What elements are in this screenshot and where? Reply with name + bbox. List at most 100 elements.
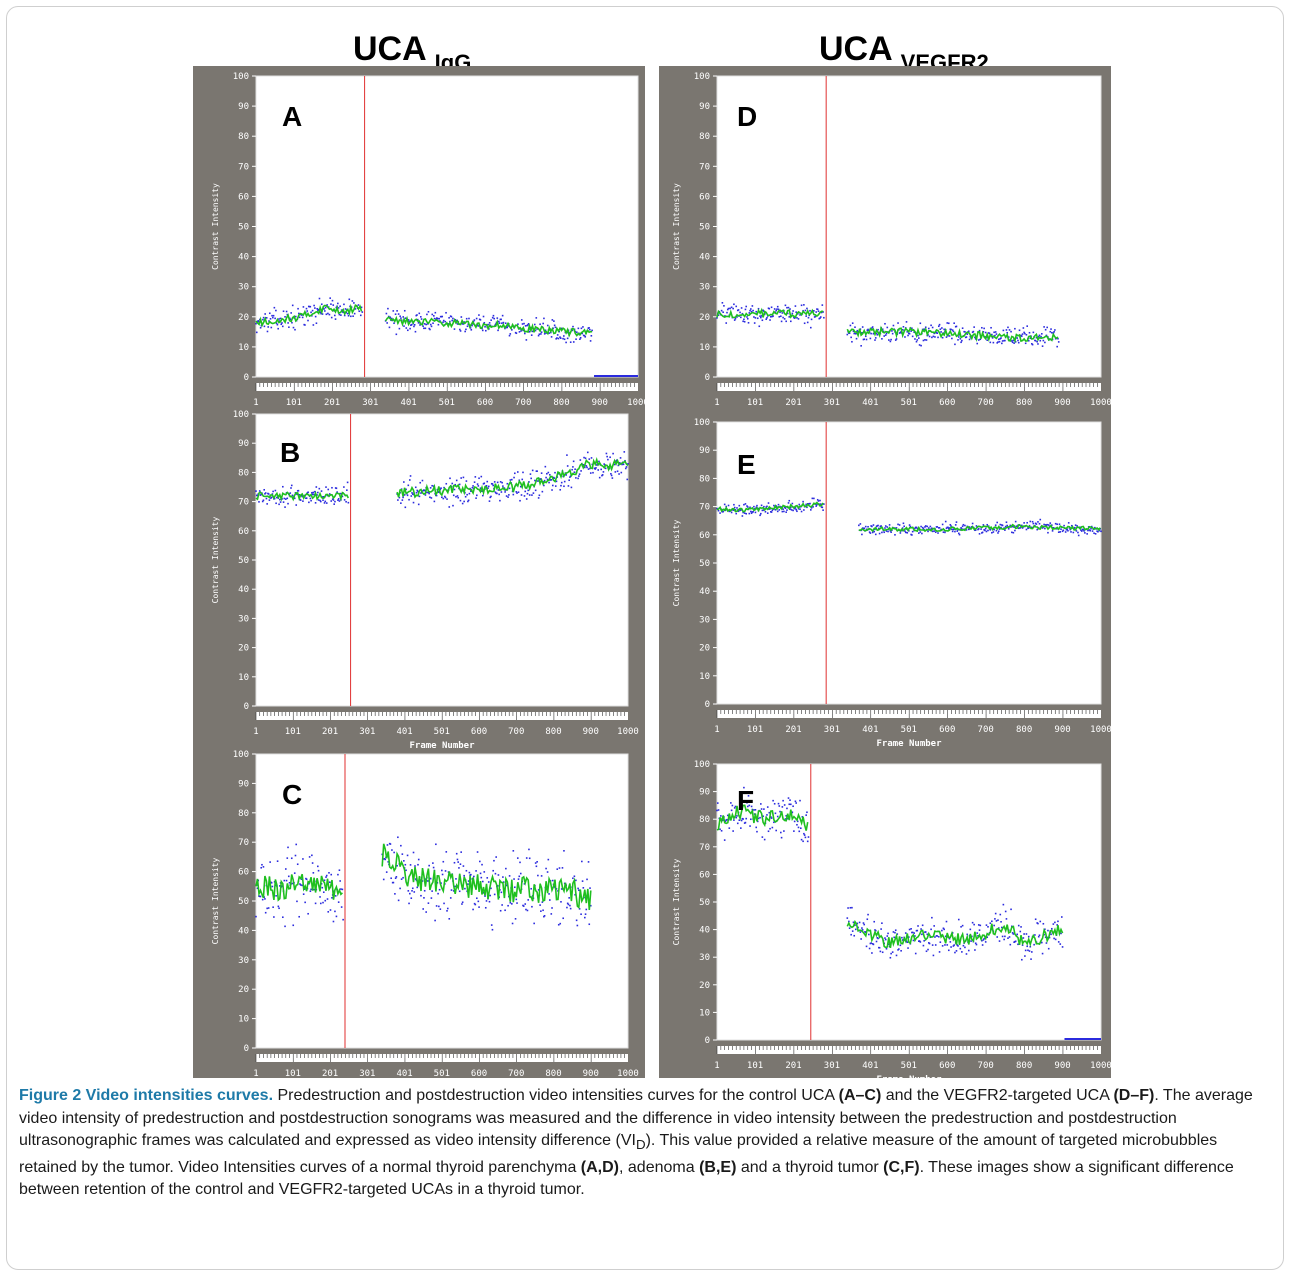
data-point <box>291 321 293 324</box>
data-point <box>554 326 557 329</box>
data-point <box>304 901 306 904</box>
panel-letter: F <box>737 785 754 816</box>
data-point <box>1023 331 1025 334</box>
data-point <box>998 340 1001 343</box>
data-point <box>1014 940 1017 943</box>
data-point <box>1046 326 1048 329</box>
data-point <box>878 527 880 530</box>
data-point <box>932 954 935 957</box>
data-point <box>946 944 949 946</box>
data-point <box>901 529 903 532</box>
data-point <box>982 524 985 526</box>
data-point <box>1045 334 1048 337</box>
data-point <box>1005 521 1008 524</box>
data-point <box>1034 918 1037 921</box>
data-point <box>610 472 612 475</box>
data-point <box>567 485 570 487</box>
data-point <box>789 799 791 801</box>
data-point <box>286 497 289 500</box>
x-tick-label: 301 <box>824 398 840 408</box>
data-point <box>733 506 736 509</box>
caption-title: Figure 2 Video intensities curves. <box>19 1087 274 1104</box>
data-point <box>809 509 812 511</box>
data-point <box>793 830 795 832</box>
data-point <box>906 531 909 534</box>
data-point <box>402 316 405 318</box>
data-point <box>891 330 893 332</box>
data-point <box>1047 929 1049 932</box>
data-point <box>910 330 912 332</box>
data-point <box>1007 336 1010 338</box>
data-point <box>732 509 734 512</box>
data-point <box>528 481 530 483</box>
data-point <box>453 488 456 491</box>
data-point <box>917 925 919 927</box>
data-point <box>317 499 320 501</box>
data-point <box>433 317 436 320</box>
data-point <box>290 484 293 487</box>
data-point <box>999 523 1002 526</box>
data-point <box>884 334 887 336</box>
data-point <box>1057 337 1059 340</box>
data-point <box>524 490 527 493</box>
data-point <box>936 526 939 528</box>
data-point <box>1035 523 1038 525</box>
data-point <box>293 497 296 500</box>
data-point <box>775 309 777 312</box>
data-point <box>756 830 758 833</box>
y-tick-label: 70 <box>238 838 249 848</box>
data-point <box>579 336 582 339</box>
data-point <box>1005 329 1008 331</box>
data-point <box>481 490 483 493</box>
data-point <box>438 317 440 320</box>
data-point <box>769 319 771 321</box>
data-point <box>349 305 351 308</box>
data-point <box>789 308 791 310</box>
data-point <box>546 871 549 873</box>
data-point <box>292 924 295 927</box>
data-point <box>562 475 565 478</box>
data-point <box>492 869 495 872</box>
data-point <box>475 317 478 320</box>
data-point <box>716 802 719 804</box>
data-point <box>501 322 503 325</box>
data-point <box>404 317 407 319</box>
data-point <box>717 809 720 811</box>
data-point <box>569 907 572 910</box>
data-point <box>575 919 578 922</box>
y-tick-label: 40 <box>238 926 249 936</box>
data-point <box>851 930 854 932</box>
data-point <box>874 533 877 536</box>
data-point <box>342 918 344 921</box>
data-point <box>888 524 891 526</box>
data-point <box>723 503 726 506</box>
data-point <box>1080 530 1083 532</box>
data-point <box>537 480 539 482</box>
data-point <box>474 903 477 906</box>
data-point <box>275 502 277 505</box>
data-point <box>727 307 730 310</box>
figure-frame <box>6 6 1284 1270</box>
data-point <box>742 511 744 514</box>
data-point <box>521 323 524 325</box>
data-point <box>385 871 388 873</box>
data-point <box>420 318 423 320</box>
data-point <box>901 328 904 331</box>
data-point <box>560 888 563 890</box>
data-point <box>429 328 431 331</box>
data-point <box>441 873 444 876</box>
data-point <box>872 943 875 946</box>
data-point <box>817 310 820 313</box>
data-point <box>914 338 916 340</box>
data-point <box>407 319 410 321</box>
data-point <box>430 897 433 899</box>
data-point <box>518 875 521 878</box>
data-point <box>425 911 427 913</box>
data-point <box>922 527 925 530</box>
data-point <box>991 531 993 534</box>
panel-letter: C <box>282 779 302 810</box>
data-point <box>309 890 312 893</box>
data-point <box>897 322 899 324</box>
pre-mean-curve <box>716 804 809 831</box>
data-point <box>497 874 500 876</box>
